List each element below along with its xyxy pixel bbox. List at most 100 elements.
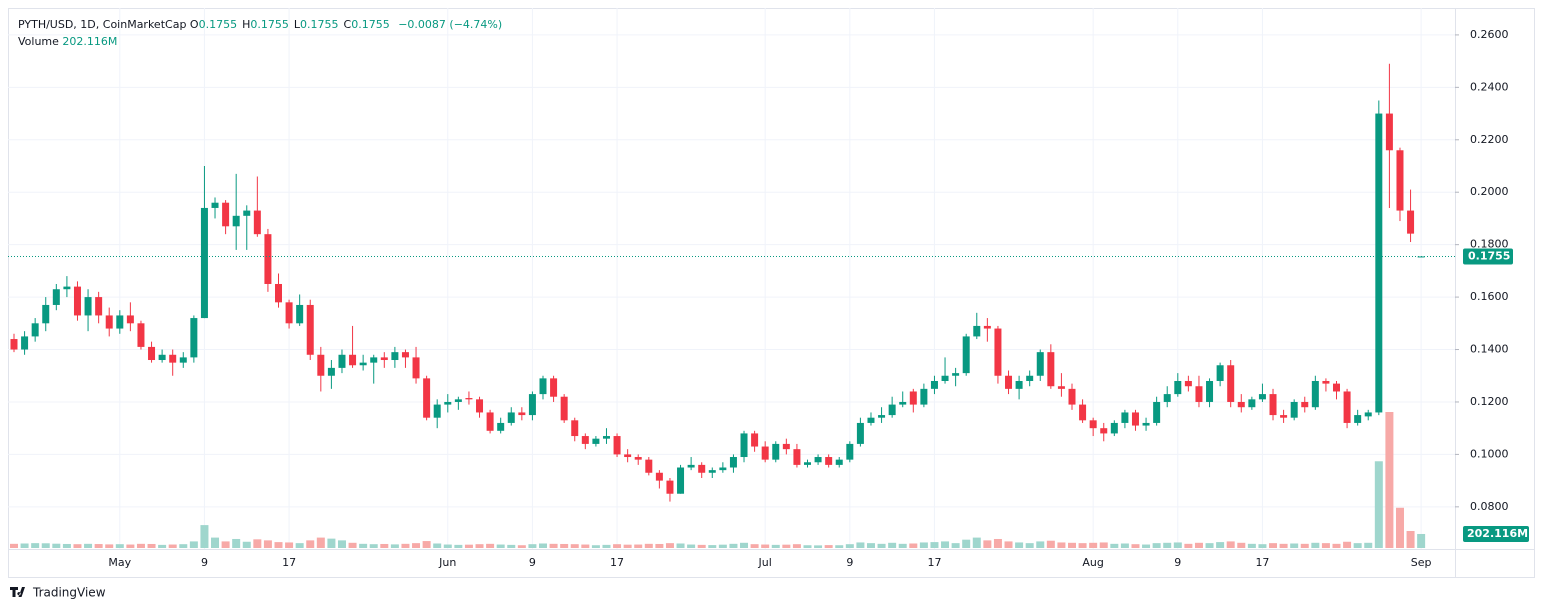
volume-bar — [443, 544, 452, 548]
candle-body — [359, 362, 367, 366]
volume-bar — [147, 543, 156, 548]
candle-body — [835, 459, 843, 465]
volume-bar — [877, 543, 886, 548]
candle-body — [126, 315, 134, 324]
volume-bar — [655, 543, 664, 548]
volume-bar — [1194, 542, 1203, 548]
volume-bar — [475, 544, 484, 548]
volume-bar — [539, 543, 547, 548]
volume-bar — [486, 543, 495, 548]
volume-bar — [623, 544, 632, 548]
volume-bar — [295, 543, 304, 548]
candle-body — [63, 286, 71, 290]
volume-bar — [232, 538, 241, 548]
candle-body — [814, 457, 822, 463]
candle-body — [973, 325, 981, 337]
x-tick-label: Jul — [758, 556, 772, 569]
volume-bar — [10, 543, 18, 548]
candle-body — [1100, 428, 1108, 434]
logo[interactable]: TradingView — [10, 586, 106, 600]
candle-body — [73, 286, 81, 316]
candle-body — [1195, 386, 1203, 402]
candle-body — [327, 367, 335, 376]
volume-bar — [1300, 543, 1309, 548]
candle-body — [370, 357, 378, 363]
candle-body — [1354, 415, 1362, 423]
volume-bar — [1364, 542, 1373, 548]
volume-bar — [200, 525, 209, 548]
candle-body — [391, 352, 399, 361]
volume-bar — [993, 538, 1002, 548]
volume-bar — [359, 543, 368, 548]
volume-bar — [1395, 507, 1404, 548]
volume-bar — [189, 541, 198, 548]
candle-body — [751, 433, 759, 447]
candle-body — [211, 202, 219, 208]
candle-body — [1311, 380, 1319, 408]
candle-body — [719, 467, 727, 471]
candle-body — [454, 399, 462, 402]
volume-bar — [433, 543, 442, 548]
volume-bar — [517, 545, 526, 548]
candle-body — [645, 459, 653, 473]
volume-bar — [454, 544, 463, 548]
y-tick-label: 0.1800 — [1470, 238, 1509, 251]
x-tick-label: Sep — [1411, 556, 1432, 569]
x-tick-label: 17 — [927, 556, 941, 569]
candle-body — [1005, 375, 1013, 389]
volume-bar — [412, 543, 421, 548]
candle-body — [31, 323, 39, 337]
ohlc-key: L — [293, 18, 301, 31]
candle-body — [116, 315, 124, 329]
volume-bar — [94, 544, 103, 548]
volume-bar — [528, 544, 537, 548]
candle-body — [285, 302, 293, 324]
candle-body — [634, 457, 642, 460]
y-tick-label: 0.1000 — [1470, 447, 1509, 460]
candle-body — [1301, 401, 1309, 408]
y-tick-label: 0.2000 — [1470, 185, 1509, 198]
y-tick-label: 0.2200 — [1470, 133, 1509, 146]
candle-body — [782, 443, 790, 450]
candle-body — [148, 346, 156, 361]
volume-bar — [634, 544, 643, 548]
volume-bar — [52, 543, 61, 548]
candle-body — [994, 328, 1002, 376]
candle-body — [433, 404, 441, 418]
volume-bar — [1216, 542, 1225, 548]
volume-bar — [1237, 542, 1246, 548]
volume-bar — [1406, 531, 1415, 548]
volume-bar — [824, 545, 833, 548]
candle-body — [941, 375, 949, 381]
volume-badge — [1463, 525, 1529, 542]
candle-body — [380, 357, 388, 361]
candle-body — [338, 354, 346, 368]
candle-body — [1036, 352, 1044, 376]
candles — [10, 63, 1425, 502]
volume-bar — [1247, 543, 1256, 548]
volume-bar — [1173, 542, 1182, 548]
candle-body — [571, 420, 579, 437]
volume-bar — [697, 544, 706, 548]
candle-body — [1280, 415, 1288, 418]
logo-text: TradingView — [32, 586, 106, 600]
volume-bar — [782, 544, 791, 548]
volume-bar — [718, 544, 727, 548]
candle-body — [698, 464, 706, 473]
candle-body — [169, 354, 177, 363]
volume-bar — [1099, 542, 1108, 548]
legend-main: PYTH/USD, 1D, CoinMarketCap O0.1755 H0.17… — [18, 16, 502, 33]
grid — [8, 8, 1455, 549]
y-tick-label: 0.2400 — [1470, 80, 1509, 93]
volume-bar — [274, 542, 283, 548]
volume-bar — [644, 543, 653, 548]
frame — [8, 8, 1535, 578]
volume-bar — [1089, 542, 1098, 548]
legend: PYTH/USD, 1D, CoinMarketCap O0.1755 H0.17… — [18, 16, 502, 50]
volume-bar — [1353, 543, 1362, 548]
candle-body — [52, 289, 60, 305]
volume-bar — [909, 543, 918, 548]
candle-body — [296, 304, 304, 324]
volume-bar — [1110, 543, 1119, 548]
candle-body — [401, 352, 409, 358]
